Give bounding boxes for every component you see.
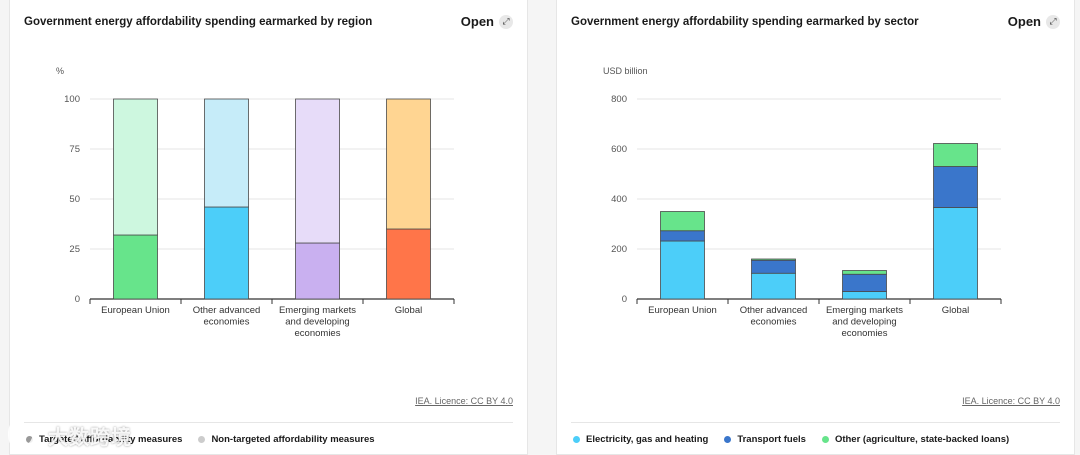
legend-item-other[interactable]: Other (agriculture, state-backed loans) bbox=[821, 434, 1010, 445]
y-tick-label: 75 bbox=[69, 144, 80, 155]
chart-card-sector: Government energy affordability spending… bbox=[556, 0, 1075, 455]
x-tick-label: Global bbox=[942, 305, 969, 316]
bar-segment bbox=[933, 166, 978, 208]
divider bbox=[24, 422, 513, 423]
x-tick-label: economies bbox=[204, 317, 250, 328]
bar-segment bbox=[842, 270, 887, 275]
open-label: Open bbox=[1007, 14, 1041, 29]
x-tick-label: European Union bbox=[101, 305, 170, 316]
bar-segment bbox=[751, 258, 796, 261]
expand-icon: ⤢ bbox=[1046, 14, 1060, 29]
bar-segment bbox=[751, 272, 796, 300]
legend-dot bbox=[26, 436, 33, 443]
legend: Electricity, gas and heating Transport f… bbox=[573, 434, 1009, 445]
expand-icon: ⤢ bbox=[499, 14, 513, 29]
bar-segment bbox=[660, 211, 705, 232]
legend-dot bbox=[198, 436, 206, 443]
y-tick-label: 800 bbox=[611, 94, 627, 105]
y-axis-label: USD billion bbox=[603, 66, 648, 76]
open-button[interactable]: Open ⤢ bbox=[1008, 14, 1060, 29]
bar-segment bbox=[751, 259, 796, 274]
legend-dot bbox=[724, 436, 732, 443]
bar-segment bbox=[113, 234, 158, 300]
y-tick-label: 0 bbox=[622, 294, 627, 305]
x-tick-label: Emerging markets bbox=[279, 305, 356, 316]
licence-link[interactable]: IEA. Licence: CC BY 4.0 bbox=[962, 396, 1060, 406]
y-axis-label: % bbox=[56, 66, 64, 76]
x-tick-label: Global bbox=[395, 305, 422, 316]
bar-segment bbox=[842, 291, 887, 300]
bar-segment bbox=[660, 240, 705, 300]
x-tick-label: European Union bbox=[648, 305, 717, 316]
legend-item-non-targeted[interactable]: Non-targeted affordability measures bbox=[198, 434, 375, 445]
bar-segment bbox=[204, 206, 249, 300]
y-tick-label: 100 bbox=[64, 94, 80, 105]
chart-title: Government energy affordability spending… bbox=[571, 16, 919, 28]
legend-label: Transport fuels bbox=[737, 434, 806, 445]
x-tick-label: economies bbox=[295, 328, 341, 339]
watermark-logo-icon bbox=[8, 422, 35, 448]
legend-label: Electricity, gas and heating bbox=[586, 434, 709, 445]
bar-segment bbox=[204, 98, 249, 208]
bar-segment bbox=[113, 98, 158, 236]
bar-segment bbox=[842, 273, 887, 292]
bar-segment bbox=[295, 98, 340, 244]
x-tick-label: economies bbox=[842, 328, 888, 339]
x-tick-label: Emerging markets bbox=[826, 305, 903, 316]
divider bbox=[571, 422, 1060, 423]
sector-chart: USD billion 0 200 400 600 800 European Union Ot… bbox=[603, 66, 1002, 339]
licence-link[interactable]: IEA. Licence: CC BY 4.0 bbox=[415, 396, 513, 406]
y-tick-label: 0 bbox=[75, 294, 80, 305]
watermark-text: 大数跨境 bbox=[48, 427, 132, 449]
legend-item-transport[interactable]: Transport fuels bbox=[724, 434, 806, 445]
bar-segment bbox=[386, 228, 431, 300]
legend-item-targeted[interactable]: Targeted affordability measures bbox=[26, 434, 182, 445]
bar-segment bbox=[933, 207, 978, 300]
x-tick-label: Other advanced bbox=[193, 305, 261, 316]
y-tick-label: 400 bbox=[611, 194, 627, 205]
legend-label: Targeted affordability measures bbox=[39, 434, 183, 445]
legend-label: Non-targeted affordability measures bbox=[211, 434, 375, 445]
x-tick-label: Other advanced bbox=[740, 305, 808, 316]
legend-label: Other (agriculture, state-backed loans) bbox=[834, 434, 1010, 445]
chart-card-region: Government energy affordability spending… bbox=[9, 0, 528, 455]
legend-item-electricity[interactable]: Electricity, gas and heating bbox=[573, 434, 708, 445]
open-label: Open bbox=[460, 14, 494, 29]
open-button[interactable]: Open ⤢ bbox=[461, 14, 513, 29]
y-tick-label: 200 bbox=[611, 244, 627, 255]
y-tick-label: 600 bbox=[611, 144, 627, 155]
bar-segment bbox=[660, 230, 705, 242]
legend-dot bbox=[821, 436, 829, 443]
bar-segment bbox=[933, 143, 978, 167]
y-tick-label: 50 bbox=[69, 194, 80, 205]
bar-segment bbox=[295, 242, 340, 300]
x-tick-label: economies bbox=[751, 317, 797, 328]
x-tick-label: and developing bbox=[832, 317, 896, 328]
legend: Targeted affordability measures Non-targ… bbox=[26, 434, 375, 445]
chart-title: Government energy affordability spending… bbox=[24, 16, 373, 28]
bar-segment bbox=[386, 98, 431, 230]
x-tick-label: and developing bbox=[285, 317, 349, 328]
y-tick-label: 25 bbox=[69, 244, 80, 255]
legend-dot bbox=[573, 436, 580, 443]
